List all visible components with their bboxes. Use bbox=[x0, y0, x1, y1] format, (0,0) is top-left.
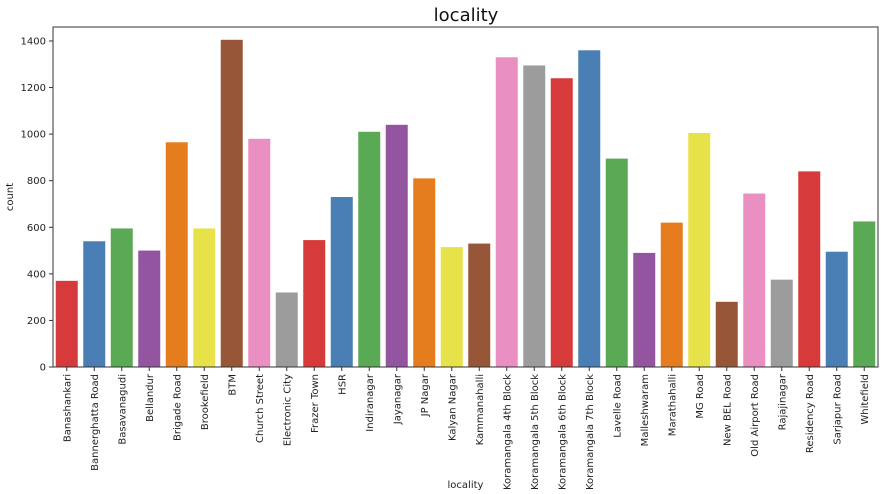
x-tick-label: Indiranagar bbox=[365, 373, 376, 432]
x-tick-label: HSR bbox=[337, 374, 348, 395]
bar-hsr bbox=[330, 197, 353, 367]
x-tick-label: Basavanagudi bbox=[117, 374, 128, 445]
x-tick-label: Lavelle Road bbox=[612, 374, 623, 438]
bar-basavanagudi bbox=[110, 228, 133, 367]
bar-lavelle-road bbox=[605, 158, 628, 367]
x-tick-label: Jayanagar bbox=[392, 373, 403, 425]
x-axis-label: locality bbox=[448, 480, 484, 491]
bar-jp-nagar bbox=[413, 178, 436, 367]
bar-mg-road bbox=[688, 132, 711, 367]
x-tick-label: Kammanahalli bbox=[475, 374, 486, 445]
x-tick-label: Koramangala 6th Block bbox=[557, 374, 568, 490]
y-axis: 0 200 400 600 800 1000 1200 1400 bbox=[21, 36, 53, 374]
bar-residency-road bbox=[798, 171, 821, 367]
bar-koramangala-6th-block bbox=[550, 78, 573, 367]
x-tick-label: Banashankari bbox=[62, 374, 73, 442]
y-tick-label: 200 bbox=[27, 316, 46, 327]
bar-whitefield bbox=[853, 221, 876, 367]
x-tick-label: Brookefield bbox=[200, 374, 211, 430]
x-tick-label: Koramangala 7th Block bbox=[585, 374, 596, 490]
bar-koramangala-7th-block bbox=[578, 50, 601, 368]
x-tick-label: Old Airport Road bbox=[750, 374, 761, 457]
y-tick-label: 0 bbox=[40, 363, 46, 374]
x-tick-label: New BEL Road bbox=[722, 374, 733, 446]
x-tick-label: Marathahalli bbox=[667, 374, 678, 436]
x-tick-label: JP Nagar bbox=[420, 373, 431, 417]
x-tick-label: Whitefield bbox=[860, 374, 871, 425]
bars bbox=[55, 39, 876, 368]
bar-sarjapur-road bbox=[825, 251, 848, 367]
x-tick-label: Malleshwaram bbox=[640, 374, 651, 446]
x-tick-label: Brigade Road bbox=[172, 374, 183, 441]
x-tick-label: Rajajinagar bbox=[777, 373, 788, 430]
bar-indiranagar bbox=[358, 131, 381, 367]
plot-frame bbox=[52, 26, 879, 368]
y-tick-label: 1000 bbox=[21, 130, 46, 141]
bar-banashankari bbox=[55, 280, 78, 367]
x-tick-label: Bannerghatta Road bbox=[90, 374, 101, 471]
x-tick-label: MG Road bbox=[695, 374, 706, 419]
bar-church-street bbox=[248, 138, 271, 367]
x-tick-label: BTM bbox=[227, 374, 238, 396]
bar-koramangala-5th-block bbox=[523, 65, 546, 368]
bar-kammanahalli bbox=[468, 243, 491, 367]
bar-frazer-town bbox=[303, 240, 326, 367]
bar-brigade-road bbox=[165, 142, 188, 367]
bar-koramangala-4th-block bbox=[495, 57, 518, 367]
y-tick-label: 1200 bbox=[21, 83, 46, 94]
bar-btm bbox=[220, 39, 243, 367]
y-tick-label: 400 bbox=[27, 269, 46, 280]
y-tick-label: 600 bbox=[27, 223, 46, 234]
bar-brookefield bbox=[193, 228, 216, 367]
x-tick-label: Koramangala 4th Block bbox=[502, 374, 513, 490]
chart-title: locality bbox=[434, 5, 499, 26]
bar-new-bel-road bbox=[715, 301, 738, 367]
x-tick-label: Electronic City bbox=[282, 374, 293, 446]
x-axis: Banashankari Bannerghatta Road Basavanagud… bbox=[62, 367, 871, 490]
bar-malleshwaram bbox=[633, 252, 656, 367]
bar-jayanagar bbox=[385, 124, 408, 367]
bar-rajajinagar bbox=[770, 279, 793, 367]
bar-marathahalli bbox=[660, 222, 683, 367]
x-tick-label: Frazer Town bbox=[310, 374, 321, 433]
bar-bannerghatta-road bbox=[83, 241, 106, 367]
x-tick-label: Kalyan Nagar bbox=[447, 373, 458, 441]
bar-kalyan-nagar bbox=[440, 247, 463, 367]
x-tick-label: Sarjapur Road bbox=[832, 374, 843, 445]
bar-old-airport-road bbox=[743, 193, 766, 367]
y-axis-label: count bbox=[5, 183, 16, 211]
x-tick-label: Koramangala 5th Block bbox=[530, 374, 541, 490]
bar-electronic-city bbox=[275, 292, 298, 367]
x-tick-label: Residency Road bbox=[805, 374, 816, 453]
y-tick-label: 800 bbox=[27, 176, 46, 187]
x-tick-label: Bellandur bbox=[145, 373, 156, 422]
x-tick-label: Church Street bbox=[255, 374, 266, 443]
bar-bellandur bbox=[138, 250, 161, 367]
y-tick-label: 1400 bbox=[21, 36, 46, 47]
